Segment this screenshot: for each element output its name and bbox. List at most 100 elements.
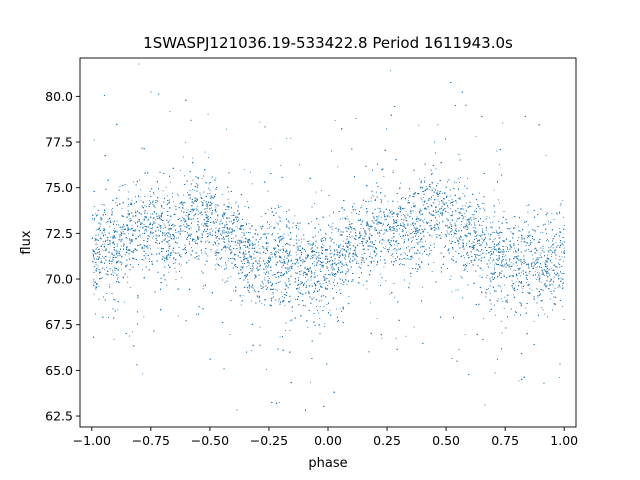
data-point — [347, 268, 349, 270]
data-point — [315, 299, 317, 300]
data-point — [464, 216, 466, 218]
data-point — [482, 220, 484, 222]
data-point — [346, 271, 348, 272]
data-point — [122, 226, 124, 228]
data-point — [306, 284, 307, 286]
data-point — [206, 240, 208, 242]
data-point — [225, 246, 227, 248]
data-point — [544, 313, 546, 315]
data-point — [401, 237, 403, 239]
data-point — [321, 299, 323, 301]
data-point — [237, 242, 239, 244]
data-point — [142, 226, 144, 228]
data-point — [394, 296, 396, 298]
data-point — [104, 243, 106, 245]
data-point — [227, 230, 229, 232]
data-point — [95, 229, 97, 231]
data-point — [244, 256, 246, 258]
data-point — [521, 286, 523, 288]
data-point — [503, 307, 505, 309]
data-point — [262, 281, 264, 283]
data-point — [243, 245, 245, 246]
data-point — [153, 204, 155, 206]
data-point — [142, 373, 143, 375]
data-point — [548, 272, 550, 274]
data-point — [539, 275, 541, 277]
data-point — [515, 281, 517, 283]
data-point — [96, 247, 98, 248]
data-point — [528, 245, 530, 247]
data-point — [407, 239, 409, 241]
data-point — [373, 251, 375, 253]
data-point — [545, 155, 547, 156]
data-point — [156, 243, 158, 245]
data-point — [549, 280, 551, 282]
data-point — [123, 301, 125, 303]
data-point — [241, 260, 243, 262]
data-point — [482, 318, 484, 319]
data-point — [244, 169, 246, 170]
data-point — [493, 239, 495, 240]
data-point — [544, 261, 546, 263]
data-point — [313, 261, 315, 262]
data-point — [400, 214, 402, 216]
data-point — [538, 281, 540, 283]
data-point — [245, 222, 247, 224]
data-point — [324, 239, 326, 241]
data-point — [164, 234, 166, 236]
data-point — [286, 255, 288, 257]
data-point — [287, 267, 289, 269]
data-point — [542, 247, 544, 249]
data-point — [184, 201, 186, 203]
data-point — [438, 201, 440, 203]
data-point — [488, 287, 489, 289]
data-point — [322, 243, 323, 245]
data-point — [513, 269, 515, 271]
data-point — [422, 197, 424, 199]
data-point — [548, 251, 550, 253]
data-point — [412, 257, 414, 259]
data-point — [231, 233, 233, 235]
data-point — [418, 229, 420, 231]
data-point — [477, 234, 479, 236]
data-point — [410, 224, 412, 226]
data-point — [536, 263, 537, 264]
data-point — [556, 213, 558, 215]
data-point — [389, 216, 391, 218]
data-point — [150, 213, 152, 215]
data-point — [508, 250, 509, 252]
data-point — [93, 280, 95, 282]
data-point — [471, 224, 472, 226]
data-point — [498, 235, 500, 236]
data-point — [520, 275, 521, 277]
data-point — [247, 201, 248, 202]
data-point — [506, 251, 507, 252]
data-point — [109, 286, 110, 288]
data-point — [531, 267, 533, 269]
data-point — [377, 207, 379, 209]
data-point — [361, 205, 363, 207]
data-point — [115, 202, 117, 204]
data-point — [344, 259, 346, 261]
data-point — [392, 249, 394, 251]
data-point — [209, 204, 210, 206]
data-point — [105, 221, 107, 223]
data-point — [455, 182, 457, 184]
data-point — [382, 247, 384, 249]
data-point — [233, 220, 235, 222]
data-point — [419, 178, 421, 180]
data-point — [532, 254, 533, 256]
data-point — [526, 275, 528, 276]
data-point — [280, 256, 282, 258]
data-point — [389, 293, 391, 295]
data-point — [289, 251, 291, 253]
data-point — [516, 265, 518, 267]
data-point — [296, 242, 298, 244]
data-point — [359, 243, 361, 245]
data-point — [396, 230, 398, 232]
data-point — [92, 249, 94, 251]
data-point — [301, 261, 303, 263]
data-point — [405, 220, 407, 221]
data-point — [455, 289, 457, 291]
data-point — [495, 230, 497, 232]
